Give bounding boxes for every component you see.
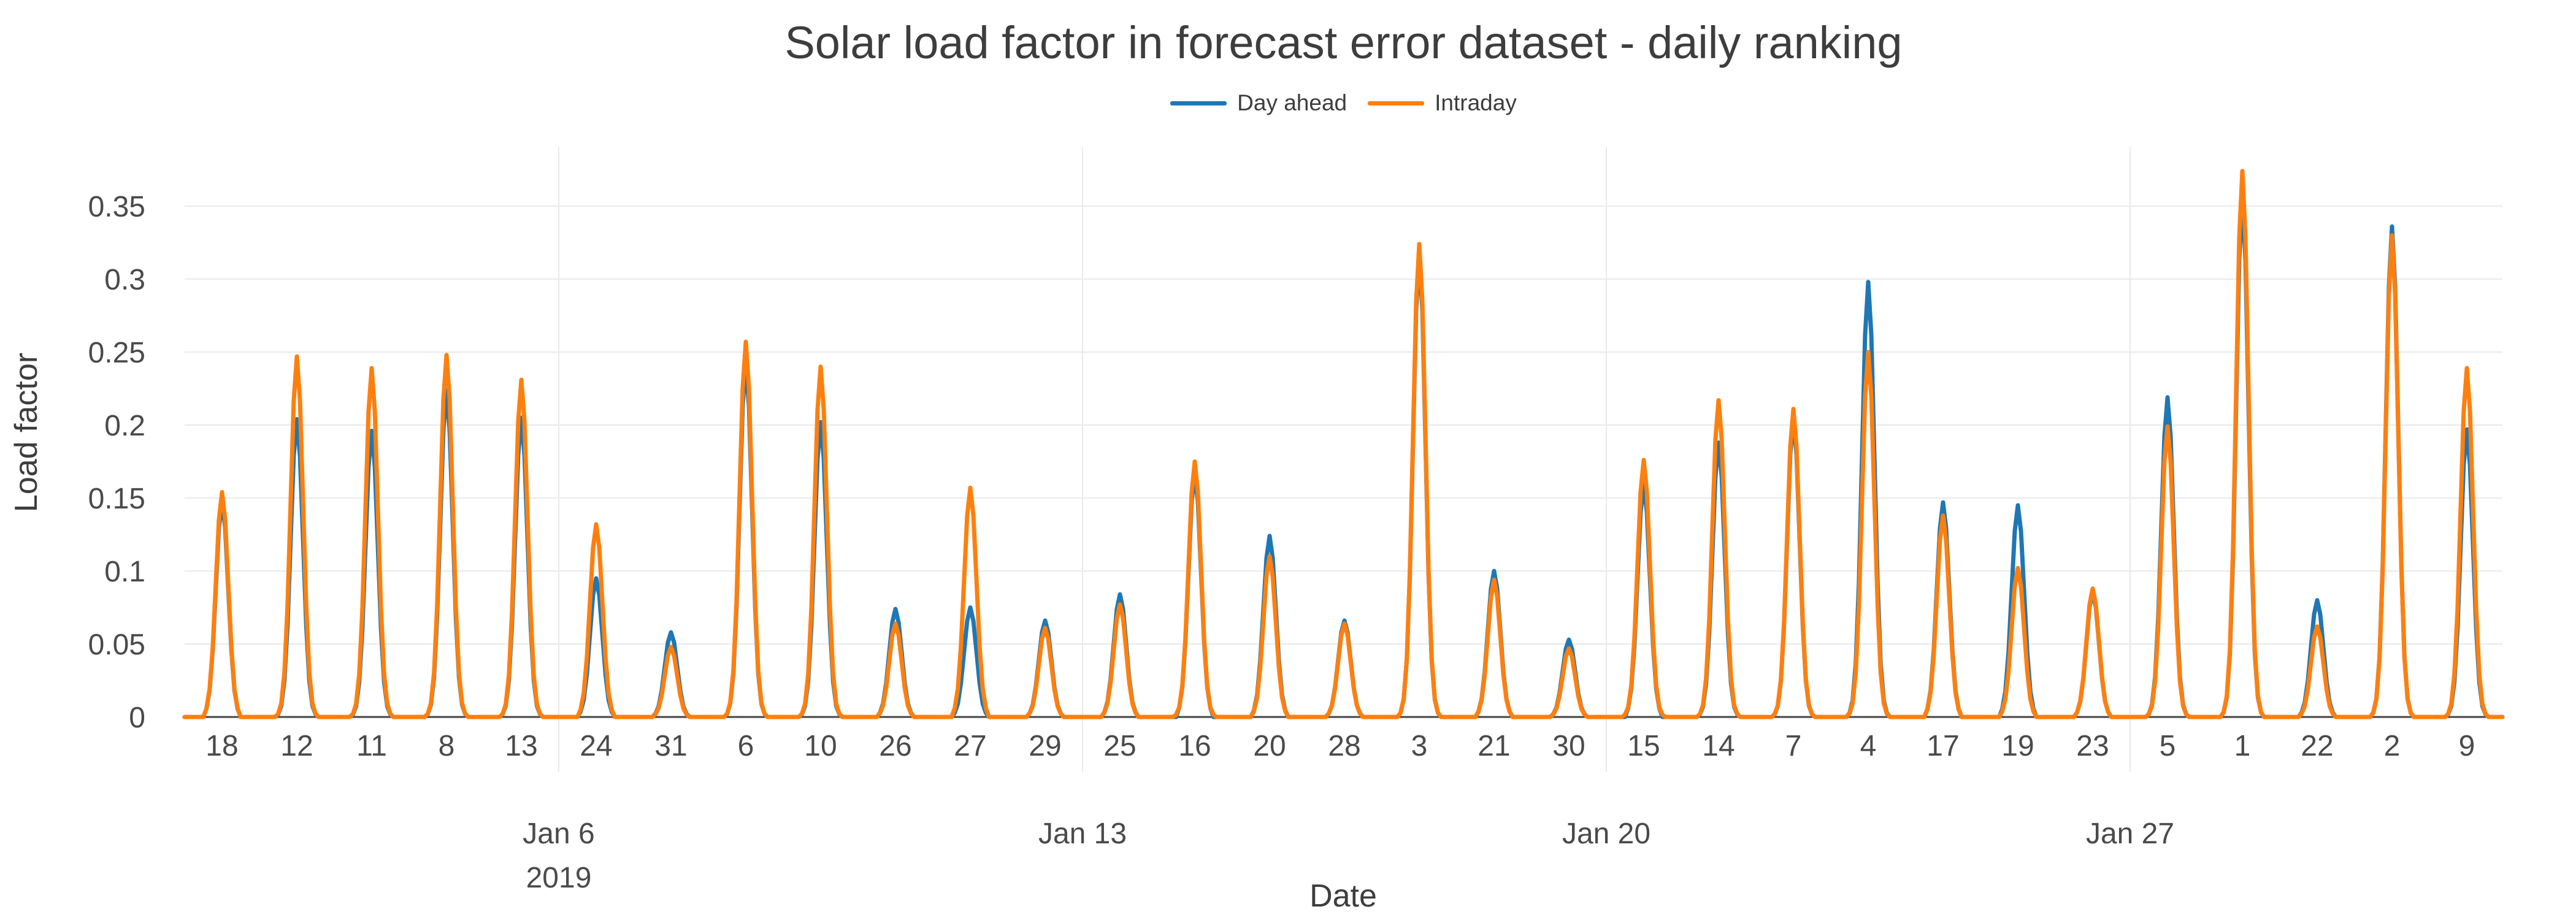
x-tick-label: 30 [1552, 730, 1585, 762]
week-tick-label: Jan 6 [523, 818, 594, 850]
x-tick-label: 12 [280, 730, 313, 762]
legend-item-label: Day ahead [1237, 90, 1347, 115]
chart-title: Solar load factor in forecast error data… [784, 17, 1903, 68]
year-label: 2019 [526, 862, 592, 894]
x-axis-title: Date [1309, 878, 1377, 914]
x-tick-label: 25 [1103, 730, 1136, 762]
y-tick-label: 0.05 [88, 629, 145, 661]
series-line-intraday [182, 169, 2505, 719]
x-tick-label: 2 [2384, 730, 2401, 762]
x-tick-label: 11 [356, 730, 387, 762]
x-tick-label: 29 [1029, 730, 1061, 762]
week-tick-label: Jan 20 [1562, 818, 1650, 850]
legend-item-intraday[interactable]: Intraday [1368, 90, 1517, 116]
x-tick-label: 19 [2001, 730, 2034, 762]
y-tick-label: 0.3 [104, 264, 145, 296]
x-tick-label: 9 [2459, 730, 2475, 762]
x-tick-label: 8 [439, 730, 455, 762]
x-tick-label: 6 [738, 730, 754, 762]
x-tick-label: 4 [1860, 730, 1877, 762]
x-tick-label: 21 [1478, 730, 1510, 762]
y-tick-label: 0.35 [88, 191, 145, 223]
x-tick-label: 5 [2160, 730, 2176, 762]
x-tick-label: 15 [1627, 730, 1660, 762]
x-tick-label: 28 [1328, 730, 1360, 762]
x-tick-label: 24 [580, 730, 612, 762]
x-tick-label: 26 [879, 730, 911, 762]
x-tick-label: 10 [804, 730, 837, 762]
x-tick-label: 27 [954, 730, 986, 762]
legend: Day ahead Intraday [185, 90, 2502, 117]
y-tick-label: 0.15 [88, 483, 145, 515]
y-tick-label: 0.25 [88, 337, 145, 369]
y-tick-label: 0.1 [104, 556, 145, 588]
x-tick-label: 23 [2076, 730, 2109, 762]
x-tick-label: 7 [1785, 730, 1802, 762]
legend-item-day-ahead[interactable]: Day ahead [1170, 90, 1347, 116]
y-tick-label: 0.2 [104, 410, 145, 442]
x-tick-label: 13 [505, 730, 537, 762]
x-tick-label: 31 [654, 730, 687, 762]
legend-item-label: Intraday [1435, 90, 1517, 115]
legend-swatch-icon [1170, 101, 1227, 105]
x-tick-label: 3 [1411, 730, 1428, 762]
x-tick-label: 1 [2234, 730, 2251, 762]
x-tick-label: 17 [1926, 730, 1959, 762]
x-tick-label: 14 [1702, 730, 1735, 762]
x-tick-label: 22 [2301, 730, 2333, 762]
x-tick-label: 16 [1178, 730, 1211, 762]
week-tick-label: Jan 27 [2086, 818, 2174, 850]
y-axis-title: Load factor [9, 353, 44, 512]
legend-swatch-icon [1368, 101, 1425, 105]
x-tick-label: 20 [1253, 730, 1286, 762]
y-tick-label: 0 [129, 702, 145, 734]
x-tick-label: 18 [205, 730, 238, 762]
week-tick-label: Jan 13 [1038, 818, 1127, 850]
